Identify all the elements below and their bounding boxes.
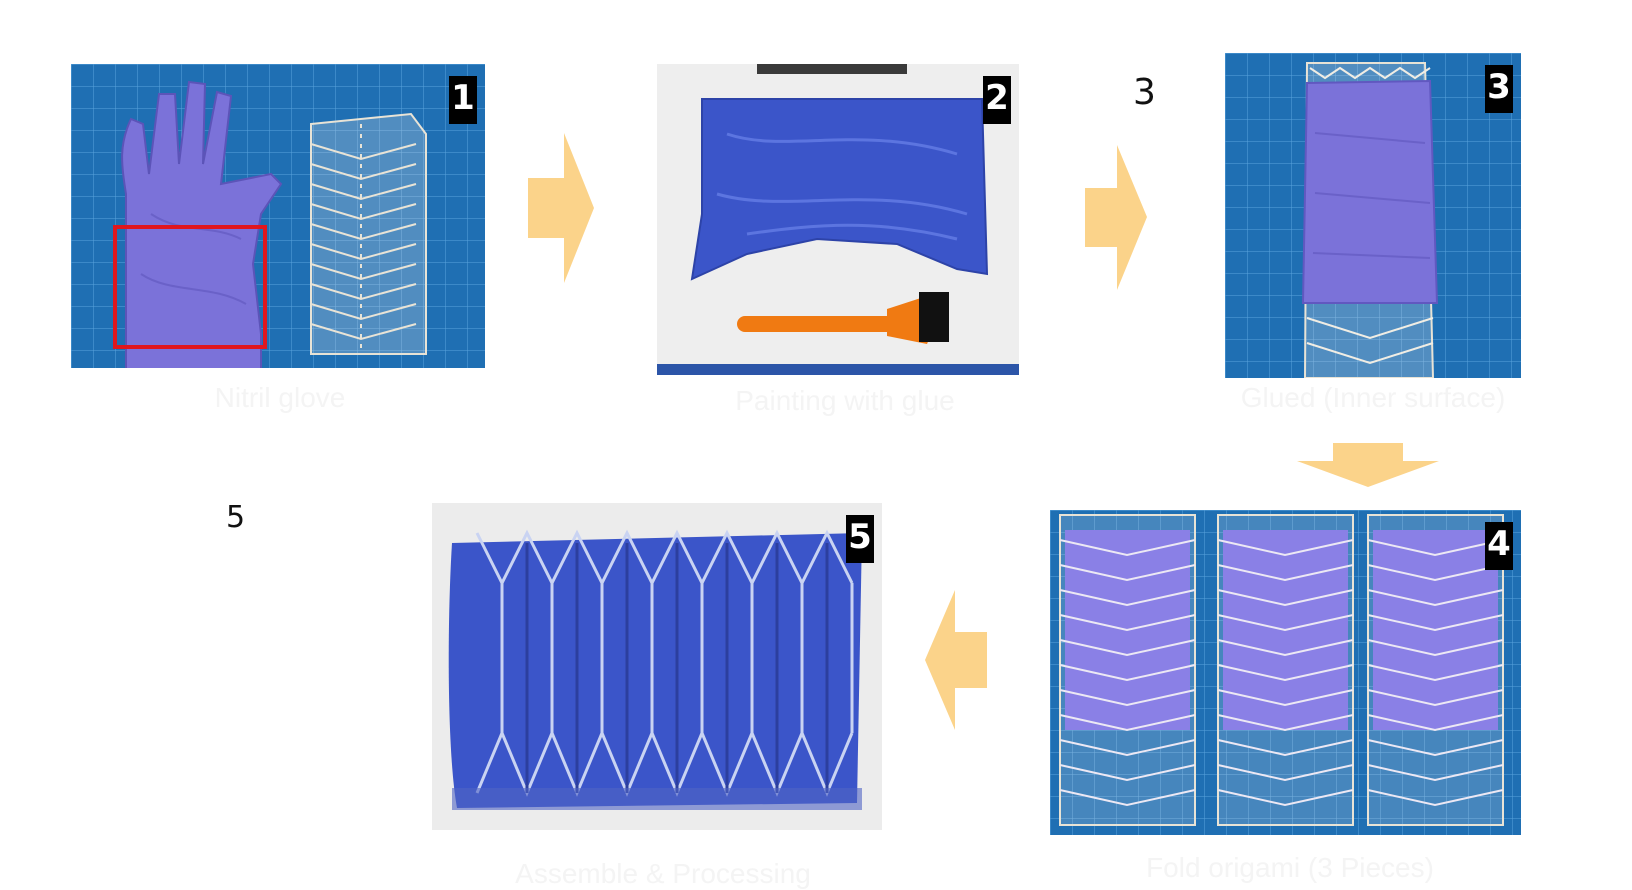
step-badge: 4	[1485, 522, 1513, 570]
caption-step-2: Painting with glue	[735, 385, 955, 416]
arrow-right-icon	[1085, 145, 1147, 290]
panel-step-1: 1	[71, 64, 485, 368]
panel-step-5: 5	[432, 503, 882, 830]
panel-step-2: 2	[657, 64, 1019, 375]
caption-step-1: Nitril glove	[214, 382, 346, 413]
glue-photo	[657, 64, 1019, 375]
highlight-box	[113, 225, 267, 349]
folded-photo	[1050, 510, 1521, 835]
panel-step-3: 3	[1225, 53, 1521, 378]
caption-step-3: Glued (Inner surface)	[1240, 382, 1506, 413]
arrow-right-icon	[528, 133, 594, 283]
stray-number-label: 3	[1133, 72, 1156, 113]
assembled-photo	[432, 503, 882, 830]
arrow-left-icon	[925, 590, 987, 730]
caption-step-5: Assemble & Processing	[515, 858, 811, 889]
step-badge: 2	[983, 76, 1011, 124]
step-badge: 3	[1485, 65, 1513, 113]
arrow-down-icon	[1297, 443, 1439, 487]
step-badge: 1	[449, 76, 477, 124]
panel-step-4: 4	[1050, 510, 1521, 835]
caption-step-4: Fold origami (3 Pieces)	[1146, 852, 1434, 883]
stray-number-label: 5	[226, 500, 246, 535]
step-badge: 5	[846, 515, 874, 563]
glove-photo	[71, 64, 485, 368]
glued-photo	[1225, 53, 1521, 378]
